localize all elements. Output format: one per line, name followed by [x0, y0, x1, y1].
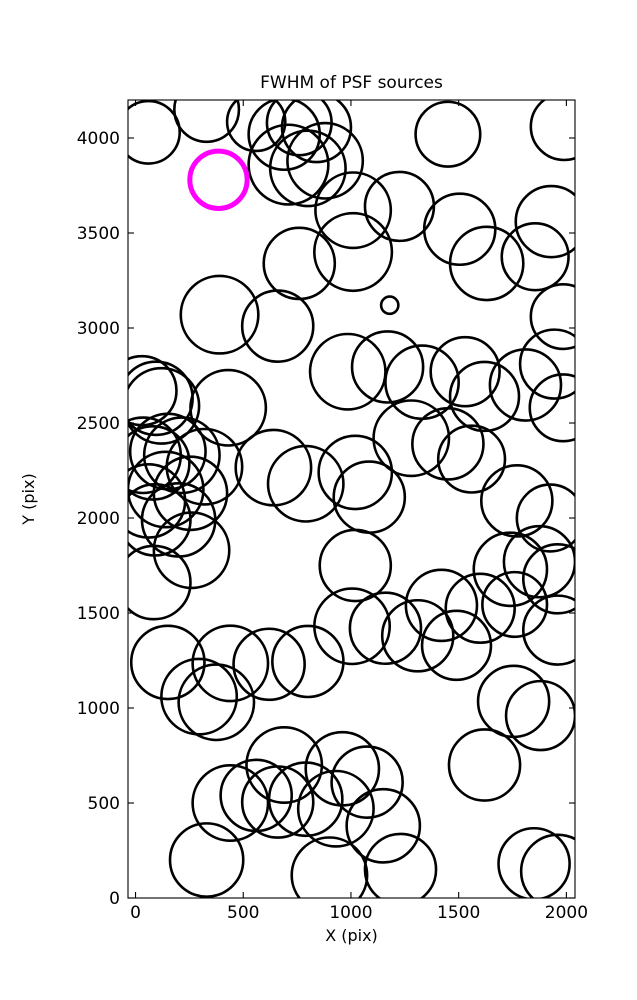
psf-source-circle — [330, 745, 404, 819]
psf-source-circle — [308, 332, 387, 411]
psf-source-circle — [372, 399, 451, 478]
x-tick-label: 0 — [130, 903, 141, 923]
psf-source-circle — [363, 832, 438, 898]
x-axis-ticks: 0 500 1000 1500 2000 — [130, 100, 588, 923]
psf-source-circle — [267, 761, 344, 838]
psf-source-circle — [266, 444, 345, 523]
psf-source-circle — [177, 663, 256, 742]
psf-source-circle — [240, 289, 315, 363]
psf-source-circle — [313, 211, 394, 293]
psf-source-circle — [128, 424, 191, 501]
psf-source-circle — [232, 627, 306, 702]
psf-source-circle — [286, 121, 365, 200]
psf-source-circle — [472, 531, 549, 608]
highlighted-source-circle — [187, 148, 250, 211]
psf-source-circle — [380, 598, 455, 673]
psf-source-circle — [314, 171, 393, 250]
psf-source-circle — [497, 826, 571, 898]
psf-source-circle — [500, 222, 570, 292]
y-tick-label: 0 — [109, 889, 120, 909]
axes-frame — [127, 99, 576, 899]
psf-source-circle — [476, 664, 551, 739]
psf-source-circle — [488, 348, 563, 422]
y-axis-label: Y (pix) — [19, 473, 38, 525]
psf-source-circle — [479, 464, 554, 538]
psf-source-circle — [189, 368, 268, 447]
psf-source-circle — [422, 192, 497, 267]
y-tick-label: 4000 — [77, 129, 120, 149]
psf-source-circle — [128, 450, 205, 529]
psf-source-circle — [529, 100, 575, 162]
y-tick-label: 3000 — [77, 319, 120, 339]
psf-source-circle — [528, 373, 575, 443]
highlighted-psf-source — [187, 148, 250, 211]
psf-source-circle — [414, 100, 482, 168]
y-tick-label: 1500 — [77, 604, 120, 624]
psf-source-circle — [436, 424, 507, 494]
x-axis-label: X (pix) — [325, 926, 378, 945]
psf-source-circle — [379, 295, 400, 316]
psf-source-circle — [522, 594, 575, 666]
psf-source-circle — [225, 100, 287, 153]
psf-source-circle — [332, 460, 407, 534]
x-tick-label: 2000 — [545, 903, 588, 923]
psf-source-circle — [247, 123, 330, 206]
psf-source-circle — [129, 624, 206, 701]
psf-source-circle — [262, 226, 337, 301]
psf-source-circle — [290, 836, 369, 898]
psf-source-circle — [447, 728, 522, 802]
psf-source-circle — [411, 407, 485, 481]
psf-source-circle — [160, 657, 239, 736]
y-tick-label: 1000 — [77, 699, 120, 719]
psf-source-circle — [518, 328, 575, 400]
y-tick-label: 500 — [88, 794, 120, 814]
psf-source-circles — [128, 100, 575, 898]
x-tick-label: 1000 — [329, 903, 372, 923]
psf-source-circle — [296, 769, 375, 848]
psf-source-circle — [268, 129, 347, 208]
psf-source-circle — [128, 366, 201, 445]
psf-source-circle — [350, 330, 425, 404]
psf-source-circle — [448, 360, 521, 433]
psf-source-circle — [448, 225, 525, 302]
psf-source-circle — [173, 100, 241, 144]
psf-source-circle — [142, 416, 221, 495]
plot-title: FWHM of PSF sources — [260, 73, 443, 93]
psf-source-circle — [168, 822, 245, 898]
psf-source-circle — [191, 624, 270, 703]
psf-source-circle — [519, 833, 575, 898]
psf-source-circle — [179, 274, 260, 355]
psf-source-circle — [128, 544, 192, 621]
psf-source-circle — [240, 765, 315, 839]
psf-source-circle — [318, 528, 393, 603]
psf-source-circle — [271, 624, 345, 699]
psf-source-circle — [514, 184, 575, 259]
psf-source-circle — [404, 568, 479, 643]
psf-source-circle — [481, 570, 549, 639]
psf-source-circle — [502, 524, 575, 599]
psf-source-circle — [515, 483, 575, 553]
psf-source-circle — [317, 434, 394, 511]
psf-source-circle — [128, 100, 181, 165]
y-tick-label: 2500 — [77, 414, 120, 434]
psf-source-circle — [234, 428, 313, 507]
x-tick-label: 1500 — [437, 903, 480, 923]
psf-source-circle — [504, 679, 575, 752]
psf-source-circle — [348, 591, 423, 666]
y-tick-label: 2000 — [77, 509, 120, 529]
psf-source-circle — [247, 100, 322, 172]
psf-source-circle — [420, 609, 493, 682]
psf-source-circle — [152, 511, 231, 590]
psf-source-circle — [345, 787, 422, 864]
psf-source-circle — [522, 543, 575, 615]
y-axis-ticks: 0 500 1000 1500 2000 2500 3000 3500 4000 — [77, 129, 575, 909]
psf-source-circle — [280, 100, 353, 164]
psf-source-circle — [529, 282, 575, 351]
y-tick-label: 3500 — [77, 224, 120, 244]
psf-source-circle — [444, 572, 516, 645]
psf-source-circle — [429, 335, 501, 408]
x-tick-label: 500 — [227, 903, 259, 923]
